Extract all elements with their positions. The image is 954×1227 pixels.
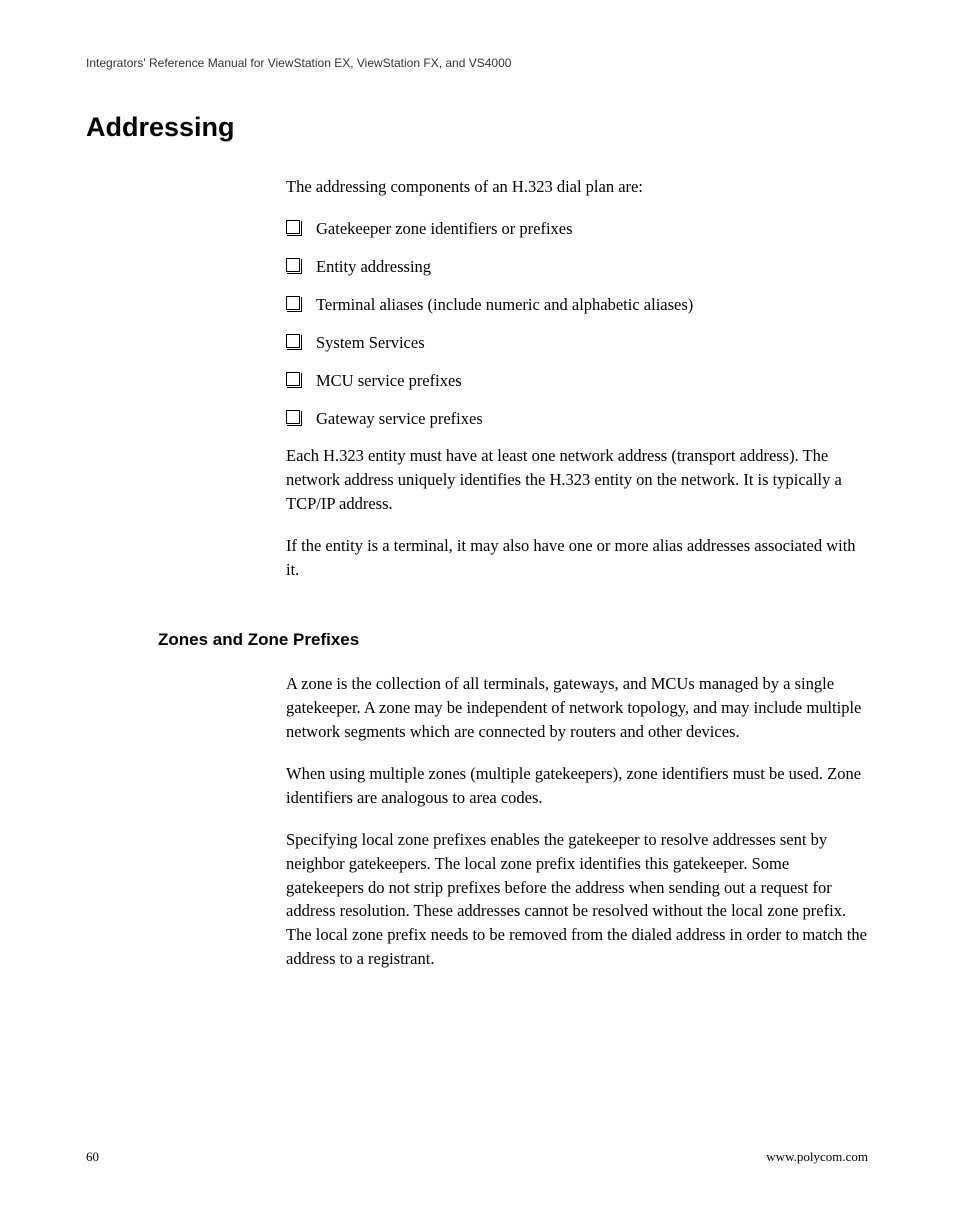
page-number: 60 [86,1149,99,1165]
list-item: Terminal aliases (include numeric and al… [286,293,868,317]
list-item: Gateway service prefixes [286,407,868,431]
checkbox-icon [286,372,300,386]
list-item: Entity addressing [286,255,868,279]
list-item-label: Gatekeeper zone identifiers or prefixes [316,217,573,241]
list-item: Gatekeeper zone identifiers or prefixes [286,217,868,241]
paragraph: When using multiple zones (multiple gate… [286,762,868,810]
subsection-body: A zone is the collection of all terminal… [286,672,868,971]
list-item-label: Terminal aliases (include numeric and al… [316,293,693,317]
list-item: MCU service prefixes [286,369,868,393]
intro-paragraph: The addressing components of an H.323 di… [286,175,868,199]
section-body: The addressing components of an H.323 di… [286,175,868,582]
page: Integrators' Reference Manual for ViewSt… [0,0,954,1227]
paragraph: A zone is the collection of all terminal… [286,672,868,744]
list-item-label: System Services [316,331,425,355]
list-item: System Services [286,331,868,355]
section-title-addressing: Addressing [86,112,868,143]
paragraph: If the entity is a terminal, it may also… [286,534,868,582]
checkbox-icon [286,334,300,348]
addressing-components-list: Gatekeeper zone identifiers or prefixes … [286,217,868,431]
checkbox-icon [286,258,300,272]
footer-url: www.polycom.com [766,1149,868,1165]
list-item-label: Gateway service prefixes [316,407,483,431]
list-item-label: MCU service prefixes [316,369,462,393]
list-item-label: Entity addressing [316,255,431,279]
checkbox-icon [286,296,300,310]
paragraph: Specifying local zone prefixes enables t… [286,828,868,972]
running-header: Integrators' Reference Manual for ViewSt… [86,56,868,70]
paragraph: Each H.323 entity must have at least one… [286,444,868,516]
checkbox-icon [286,410,300,424]
checkbox-icon [286,220,300,234]
page-footer: 60 www.polycom.com [86,1149,868,1165]
subsection-title-zones: Zones and Zone Prefixes [158,630,868,650]
